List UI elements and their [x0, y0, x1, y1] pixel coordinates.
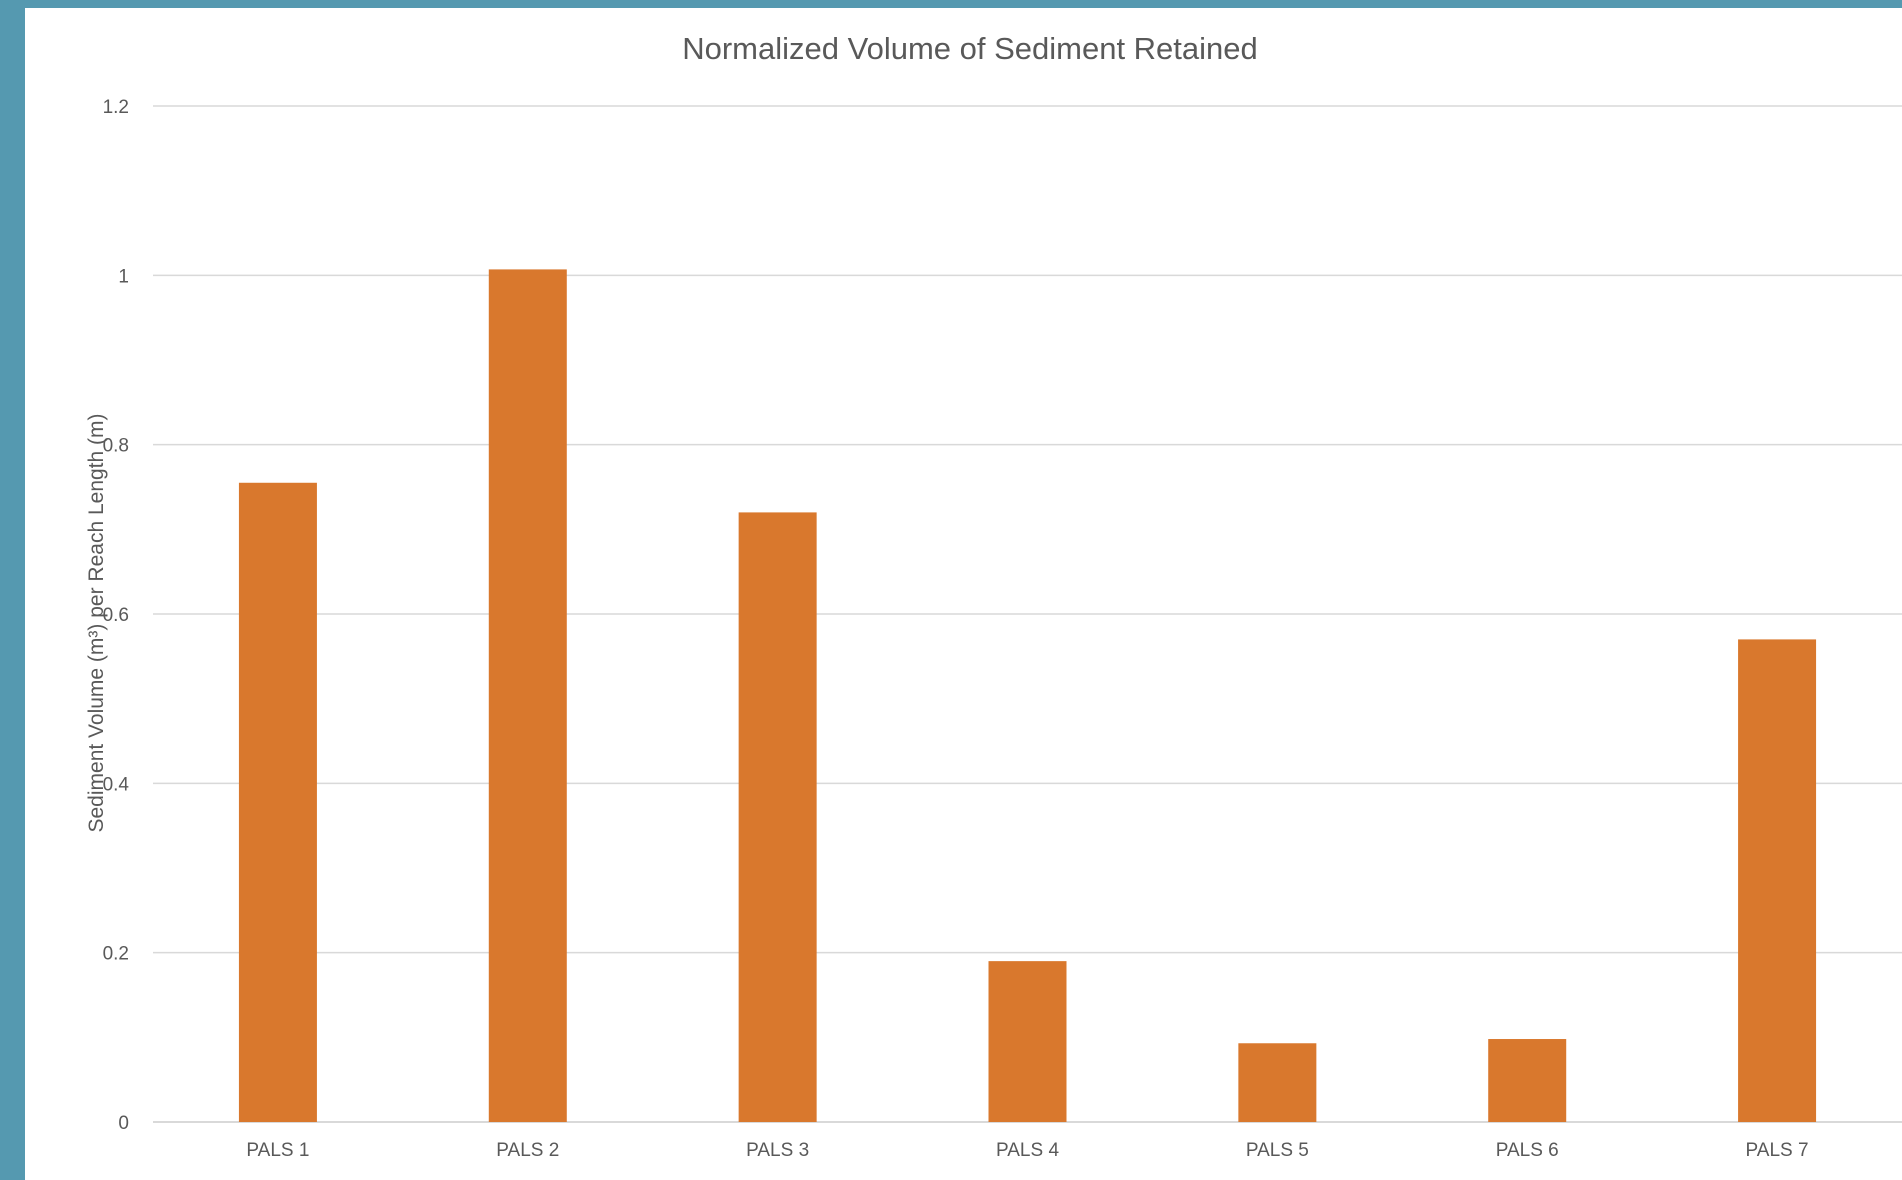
y-axis-label: Sediment Volume (m³) per Reach Length (m… [85, 413, 108, 832]
bar-pals-4 [988, 961, 1067, 1122]
y-tick-label: 0.8 [103, 436, 129, 457]
y-tick-label: 1.2 [103, 97, 129, 118]
bar-pals-5 [1238, 1043, 1317, 1122]
x-tick-label: PALS 3 [746, 1140, 809, 1161]
x-tick-label: PALS 6 [1496, 1140, 1559, 1161]
bar-pals-6 [1488, 1039, 1567, 1122]
y-tick-label: 1 [118, 266, 129, 287]
y-tick-label: 0 [118, 1113, 129, 1134]
bar-pals-7 [1738, 639, 1817, 1122]
bar-chart: Normalized Volume of Sediment Retained S… [85, 31, 1902, 1161]
bar-pals-3 [738, 512, 817, 1122]
y-tick-label: 0.4 [103, 774, 130, 795]
x-tick-label: PALS 2 [496, 1140, 559, 1161]
y-axis-ticks: 0 0.2 0.4 0.6 0.8 1 1.2 [103, 97, 130, 1134]
bar-pals-2 [488, 269, 567, 1122]
x-tick-label: PALS 5 [1246, 1140, 1309, 1161]
x-axis-ticks: PALS 1 PALS 2 PALS 3 PALS 4 PALS 5 PALS 6 PALS… [246, 1140, 1808, 1161]
bar-pals-1 [238, 482, 317, 1122]
bars [238, 269, 1817, 1122]
x-tick-label: PALS 1 [246, 1140, 309, 1161]
y-tick-label: 0.6 [103, 605, 129, 626]
y-tick-label: 0.2 [103, 944, 129, 965]
chart-area: Normalized Volume of Sediment Retained S… [25, 8, 1902, 1180]
x-tick-label: PALS 7 [1746, 1140, 1809, 1161]
frame-left-border [0, 0, 25, 1180]
frame-top-border [0, 0, 1902, 8]
x-tick-label: PALS 4 [996, 1140, 1059, 1161]
chart-title: Normalized Volume of Sediment Retained [682, 31, 1258, 66]
